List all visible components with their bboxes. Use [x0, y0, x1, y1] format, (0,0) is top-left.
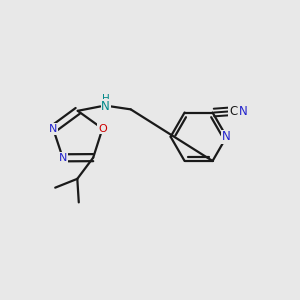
Text: N: N: [49, 124, 57, 134]
Text: N: N: [239, 105, 248, 118]
Text: N: N: [101, 100, 110, 113]
Text: N: N: [222, 130, 231, 143]
Text: N: N: [58, 153, 67, 163]
Text: H: H: [102, 94, 110, 104]
Text: O: O: [98, 124, 107, 134]
Text: C: C: [229, 105, 237, 118]
